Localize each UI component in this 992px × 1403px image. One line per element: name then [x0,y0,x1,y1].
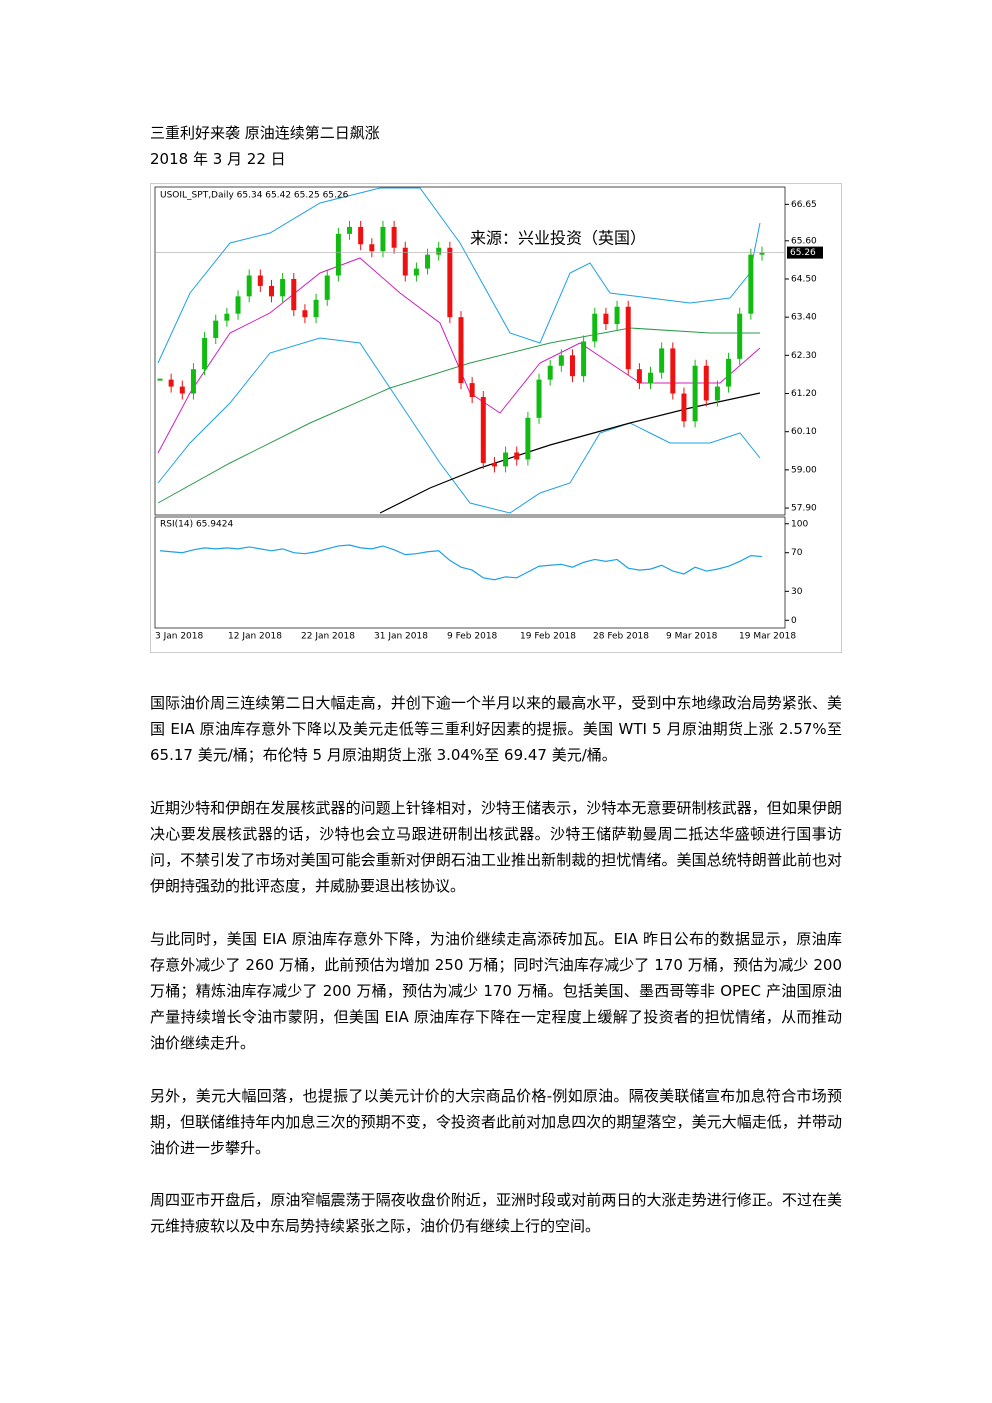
y-tick-label: 62.30 [791,351,817,361]
candle [547,365,553,380]
candle [335,233,341,276]
candle [480,396,486,463]
candle [168,379,174,387]
candle [592,313,598,342]
candle [569,355,575,377]
candle [648,372,654,384]
date: 2018 年 3 月 22 日 [150,150,286,168]
x-tick-label: 3 Jan 2018 [155,632,203,642]
chart: USOIL_SPT,Daily 65.34 65.42 65.25 65.26 … [150,183,842,653]
y-tick-label: 64.50 [791,274,817,284]
x-tick-label: 19 Feb 2018 [520,632,576,642]
candle [536,379,542,418]
candle [625,306,631,370]
candle [714,386,720,401]
candle [670,348,676,394]
title: 三重利好来袭 原油连续第二日飙涨 [150,124,380,142]
candle [748,254,754,314]
candle [302,310,308,318]
candle [213,320,219,338]
candle [703,365,709,401]
source: 来源：兴业投资（英国） [470,229,646,248]
candle [235,296,241,314]
candle [692,365,698,422]
candle [380,226,386,252]
candle [469,383,475,397]
paragraph: 周四亚市开盘后，原油窄幅震荡于隔夜收盘价附近，亚洲时段或对前两日的大涨走势进行修… [150,1191,842,1235]
y-tick-label: 61.20 [791,389,817,399]
candle [402,247,408,276]
paragraph: 国际油价周三连续第二日大幅走高，并创下逾一个半月以来的最高水平，受到中东地缘政治… [150,694,842,764]
candle [458,317,464,384]
candle [291,278,297,311]
lower-band [157,337,761,514]
y-tick-label: 63.40 [791,313,817,323]
rsi-tick-label: 100 [791,519,808,529]
x-tick-label: 12 Jan 2018 [228,632,282,642]
candle [179,386,185,394]
candle [503,452,509,467]
rsi-tick-label: 30 [791,587,803,597]
rsi-tick-label: 70 [791,548,803,558]
y-tick-label: 60.10 [791,427,817,437]
upper-band [157,187,761,364]
candle [425,254,431,269]
paragraph: 与此同时，美国 EIA 原油库存意外下降，为油价继续走高添砖加瓦。EIA 昨日公… [150,930,842,1052]
x-tick-label: 28 Feb 2018 [593,632,649,642]
candle [659,348,665,373]
rsi-tick-label: 0 [791,616,797,626]
candle [246,275,252,297]
candle [358,226,364,245]
candle [157,378,163,381]
moving-average-mid [157,327,760,504]
candle [681,393,687,422]
candle [726,358,732,387]
x-tick-label: 31 Jan 2018 [374,632,428,642]
candle [603,313,609,325]
candle [525,417,531,460]
candle [436,247,442,255]
candle [581,341,587,377]
candle [636,369,642,384]
chart-header: USOIL_SPT,Daily 65.34 65.42 65.25 65.26 [160,191,349,201]
candle [413,268,419,276]
candle [280,278,286,297]
y-tick-label: 65.60 [791,236,817,246]
y-tick-label: 59.00 [791,465,817,475]
paragraph: 近期沙特和伊朗在发展核武器的问题上针锋相对，沙特王储表示，沙特本无意要研制核武器… [150,799,842,895]
candle [491,462,497,467]
candle [224,313,230,321]
x-tick-label: 9 Mar 2018 [666,632,718,642]
candle [558,355,564,366]
candle [257,275,263,286]
candle [391,226,397,248]
candle [190,369,196,394]
x-tick-label: 9 Feb 2018 [447,632,498,642]
rsi-pane [154,516,786,629]
x-tick-label: 22 Jan 2018 [301,632,355,642]
rsi-line [159,544,763,581]
last-price-box [787,246,823,259]
price-pane [154,186,786,516]
candle [202,337,208,370]
candle [759,252,765,255]
last-price: 65.26 [790,248,816,258]
candle [514,452,520,460]
candle [369,244,375,252]
candle [324,275,330,300]
rsi-label: RSI(14) 65.9424 [160,520,233,530]
moving-average-long [379,392,761,514]
candle [447,247,453,318]
paragraph: 另外，美元大幅回落，也提振了以美元计价的大宗商品价格-例如原油。隔夜美联储宣布加… [150,1087,842,1157]
candle [268,285,274,297]
y-tick-label: 57.90 [791,504,817,514]
candle [737,313,743,359]
candle [614,306,620,325]
y-tick-label: 66.65 [791,200,817,210]
candle [347,226,353,234]
candle [313,299,319,318]
x-tick-label: 19 Mar 2018 [739,632,796,642]
